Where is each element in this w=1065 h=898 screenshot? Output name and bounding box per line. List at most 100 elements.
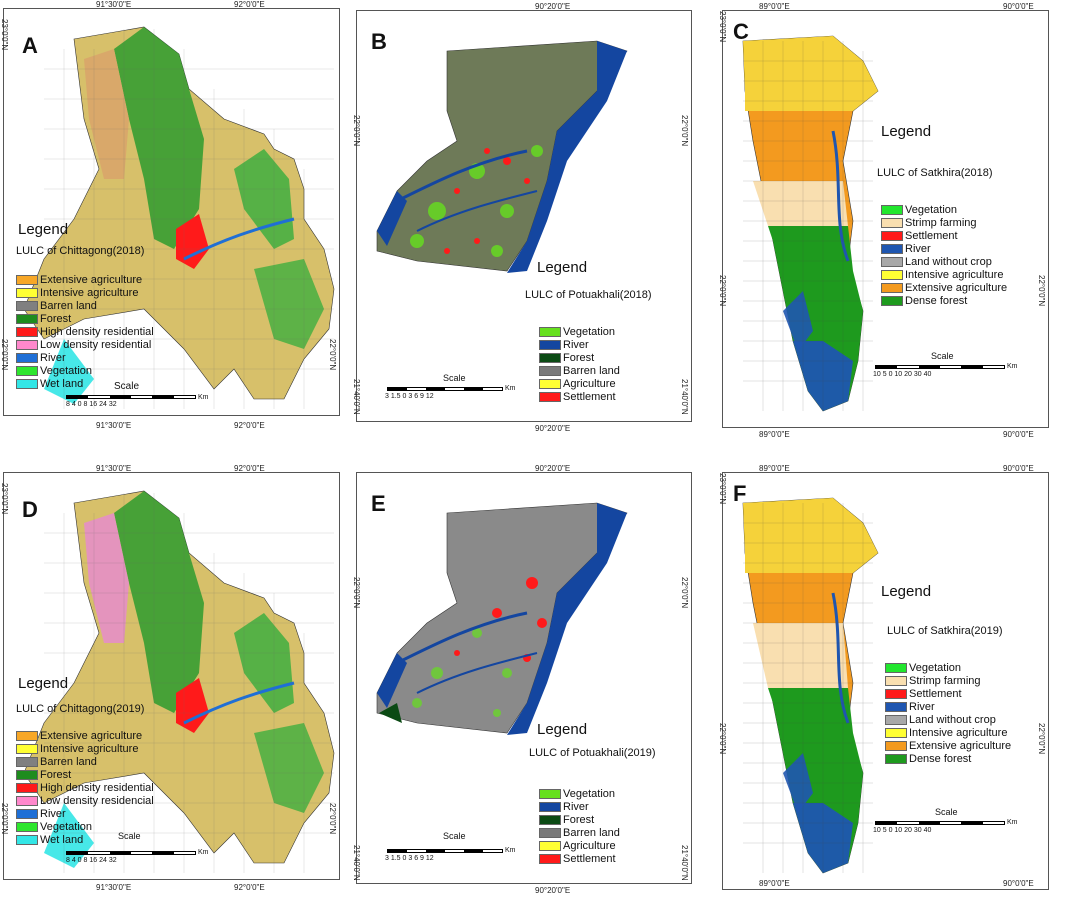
scale-label: Scale [935, 807, 958, 817]
legend-label: Agriculture [563, 377, 616, 390]
legend-label: Low density residencial [40, 794, 154, 807]
legend-item: Vegetation [881, 203, 1007, 216]
legend-item: Dense forest [885, 752, 1011, 765]
legend-swatch [885, 662, 907, 673]
panel-c-satkhira-2018: C Legend LULC of Satkhira(2018) Vegetati… [718, 2, 1049, 439]
legend-subtitle: LULC of Chittagong(2018) [16, 245, 145, 257]
scale-bar [66, 851, 196, 855]
panel-letter: F [733, 481, 747, 506]
legend-label: River [40, 351, 66, 364]
legend-item: Land without crop [881, 255, 1007, 268]
legend-title: Legend [537, 721, 588, 738]
scale-bar [875, 365, 1005, 369]
scale-label: Scale [443, 373, 466, 383]
legend-label: High density residential [40, 325, 154, 338]
right-lat-1: 22°0'0"N [680, 115, 689, 147]
legend-list: Vegetation Strimp farming Settlement River L… [885, 661, 1011, 765]
legend-subtitle: LULC of Potuakhali(2019) [529, 747, 656, 759]
top-lon-2: 92°0'0"E [234, 464, 265, 473]
potuakhali-map-2018 [376, 40, 628, 273]
legend-label: Vegetation [563, 787, 615, 800]
legend-label: River [905, 242, 931, 255]
legend-swatch [881, 243, 903, 254]
legend-swatch [539, 352, 561, 363]
left-lat-2: 21°40'0"N [352, 379, 361, 415]
panel-letter: B [371, 29, 387, 54]
legend-swatch [539, 365, 561, 376]
left-lat-1: 22°0'0"N [352, 577, 361, 609]
bottom-lon-2: 90°0'0"E [1003, 879, 1034, 888]
legend-title: Legend [537, 259, 588, 276]
legend-label: Extensive agriculture [909, 739, 1012, 752]
legend-item: River [885, 700, 1011, 713]
legend-label: River [909, 700, 935, 713]
legend-item: Dense forest [881, 294, 1007, 307]
legend-subtitle: LULC of Satkhira(2019) [887, 625, 1003, 637]
potuakhali-map-2019 [376, 502, 628, 735]
legend-item: Agriculture [539, 839, 620, 852]
legend-item: Intensive agriculture [885, 726, 1011, 739]
legend-label: River [563, 800, 589, 813]
legend-subtitle: LULC of Chittagong(2019) [16, 703, 145, 715]
legend-swatch [885, 675, 907, 686]
panel-letter: A [22, 33, 38, 58]
legend-swatch [881, 269, 903, 280]
legend-item: Extensive agriculture [885, 739, 1011, 752]
left-lat-1: 23°0'0"N [0, 19, 9, 51]
legend-label: Settlement [563, 852, 616, 865]
legend-item: Extensive agriculture [881, 281, 1007, 294]
scale-label: Scale [118, 831, 141, 841]
left-lat-1: 23°0'0"N [718, 11, 727, 43]
legend-swatch [539, 378, 561, 389]
legend-label: Forest [40, 768, 72, 781]
legend-item: Agriculture [539, 377, 620, 390]
legend-swatch [539, 840, 561, 851]
panel-letter: E [371, 491, 386, 516]
scale-unit: Km [1007, 363, 1018, 370]
panel-letter: C [733, 19, 749, 44]
legend-subtitle: LULC of Satkhira(2018) [877, 167, 993, 179]
legend-swatch [881, 256, 903, 267]
legend-label: River [563, 338, 589, 351]
legend-item: River [539, 800, 620, 813]
right-lat-1: 22°0'0"N [328, 339, 337, 371]
legend-label: Barren land [563, 364, 620, 377]
legend-swatch [16, 756, 38, 767]
legend-swatch [16, 339, 38, 350]
scale-bar [387, 849, 503, 853]
top-lon-1: 91°30'0"E [96, 464, 132, 473]
legend-label: Dense forest [909, 752, 972, 765]
legend-swatch [16, 287, 38, 298]
legend-label: Strimp farming [905, 216, 977, 229]
legend-item: Vegetation [539, 325, 620, 338]
left-lat-2: 22°0'0"N [718, 723, 727, 755]
legend-swatch [539, 326, 561, 337]
right-lat-2: 21°40'0"N [680, 379, 689, 415]
scale-label: Scale [114, 381, 140, 392]
top-lon-2: 90°0'0"E [1003, 2, 1034, 11]
legend-swatch [16, 834, 38, 845]
legend-item: Barren land [539, 826, 620, 839]
legend-item: Forest [16, 768, 154, 781]
right-lat-1: 22°0'0"N [1037, 723, 1046, 755]
legend-swatch [16, 782, 38, 793]
legend-swatch [885, 688, 907, 699]
top-lon-2: 92°0'0"E [234, 0, 265, 9]
legend-swatch [885, 727, 907, 738]
legend-swatch [881, 217, 903, 228]
legend-label: Extensive agriculture [905, 281, 1008, 294]
legend-item: Extensive agriculture [16, 729, 154, 742]
legend-title: Legend [18, 675, 69, 692]
left-lat-1: 22°0'0"N [352, 115, 361, 147]
legend-title: Legend [881, 583, 932, 600]
left-lat-2: 22°0'0"N [0, 339, 9, 371]
legend-list: Extensive agriculture Intensive agricultu… [16, 273, 154, 390]
scale-ticks: 10 5 0 10 20 30 40 [873, 827, 932, 834]
legend-list: Vegetation River Forest Barren land Agricult… [539, 325, 620, 403]
scale-unit: Km [505, 385, 516, 392]
legend-swatch [16, 313, 38, 324]
legend-label: Vegetation [40, 364, 92, 377]
legend-label: Forest [563, 813, 595, 826]
bottom-lon-1: 90°20'0"E [535, 424, 571, 433]
right-lat-1: 22°0'0"N [1037, 275, 1046, 307]
